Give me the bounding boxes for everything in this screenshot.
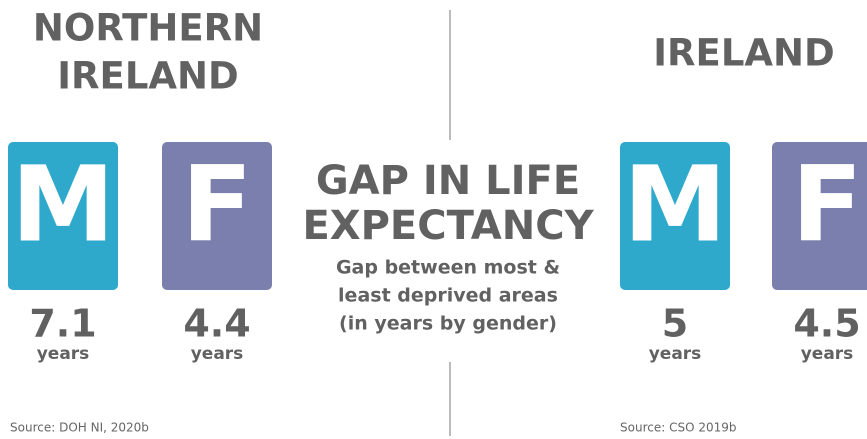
female-box: [162, 142, 272, 290]
gap-unit: years: [37, 344, 90, 364]
center-subtitle: least deprived areas: [338, 285, 558, 307]
gap-value: 4.4: [183, 302, 250, 346]
gender-letter: M: [623, 143, 727, 265]
region-title: IRELAND: [653, 32, 834, 75]
female-box: [772, 142, 867, 290]
male-box: [8, 142, 118, 290]
gap-unit: years: [649, 344, 702, 364]
source: Source: DOH NI, 2020b: [10, 421, 149, 435]
gender-letter: M: [11, 143, 115, 265]
source: Source: CSO 2019b: [620, 421, 736, 435]
region-title: NORTHERN: [33, 7, 263, 50]
center-title: GAP IN LIFE: [316, 158, 580, 204]
gap-unit: years: [801, 344, 854, 364]
male-box: [620, 142, 730, 290]
gap-value: 7.1: [29, 302, 96, 346]
region-title: IRELAND: [57, 55, 238, 98]
center-subtitle: (in years by gender): [339, 313, 557, 335]
gap-value: 5: [662, 302, 688, 346]
gender-letter: F: [791, 143, 862, 265]
gap-value: 4.5: [793, 302, 860, 346]
gap-unit: years: [191, 344, 244, 364]
center-title: EXPECTANCY: [302, 203, 594, 249]
center-subtitle: Gap between most &: [336, 257, 560, 279]
gender-letter: F: [181, 143, 252, 265]
